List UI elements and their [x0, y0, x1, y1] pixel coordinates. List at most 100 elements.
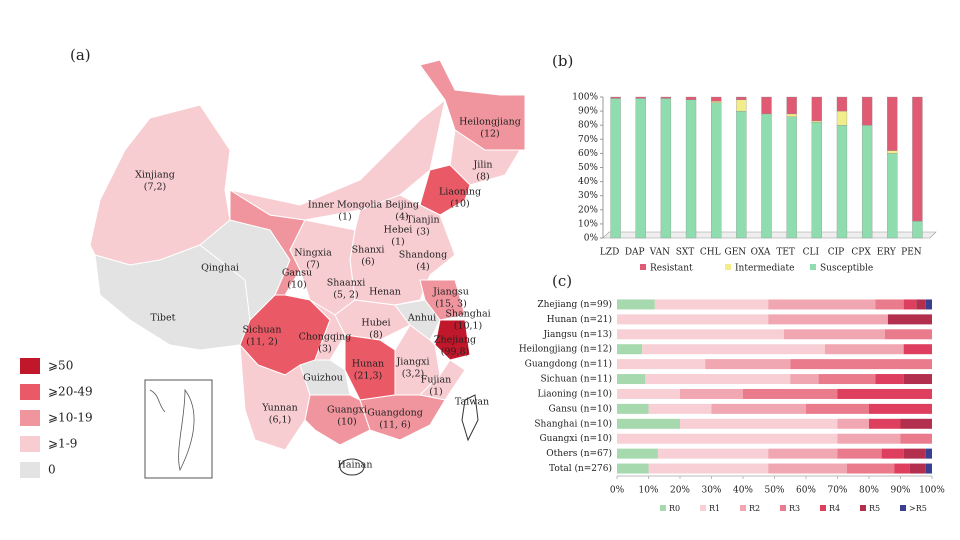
x-tick-label: SXT [676, 248, 695, 258]
province-name: Guizhou [303, 373, 343, 384]
y-tick-label: 70% [578, 135, 598, 145]
bar-segment [846, 463, 895, 474]
province-name: Shanxi [352, 245, 385, 256]
province-name: Jilin [472, 160, 492, 171]
bar-segment [743, 388, 838, 399]
y-tick-label: 20% [578, 205, 598, 215]
province-name: Shanghai [445, 309, 490, 320]
province-name: Hubei [361, 318, 390, 329]
y-tick-label: 30% [578, 191, 598, 201]
legend-label: ⩾10-19 [48, 411, 93, 425]
y-tick-label: Gansu (n=10) [549, 403, 612, 414]
y-tick-label: Total (n=276) [549, 463, 612, 474]
bar-segment [617, 388, 680, 399]
legend-label: R0 [669, 504, 680, 513]
china-map [89, 59, 526, 479]
x-tick-label: 80% [859, 486, 879, 496]
x-tick-label: GEN [725, 248, 747, 258]
province-count: (8) [369, 330, 382, 341]
legend-swatch [740, 505, 746, 511]
x-tick-label: ERY [877, 248, 897, 258]
legend-swatch [20, 410, 40, 426]
legend-swatch [20, 358, 40, 374]
bar-segment [660, 96, 672, 99]
bar-segment [900, 418, 932, 429]
province-count: (10) [337, 417, 357, 428]
province-name: Heilongjiang [459, 117, 521, 128]
bar-segment [768, 299, 876, 310]
bar-segment [617, 359, 706, 370]
bar-segment [768, 448, 838, 459]
province-name: Inner Mongolia [308, 200, 383, 211]
bar-segment [768, 463, 847, 474]
bar-segment [736, 99, 747, 112]
x-tick-label: 60% [796, 486, 816, 496]
bar-segment [660, 98, 672, 239]
legend-swatch [860, 505, 866, 511]
legend-swatch [660, 505, 666, 511]
bar-segment [811, 120, 822, 123]
legend-label: R1 [709, 504, 720, 513]
bar-segment [836, 125, 848, 239]
province-shape [394, 299, 441, 341]
province-count: (7) [306, 260, 319, 271]
bar-segment [680, 418, 838, 429]
province-count: (12) [480, 129, 500, 140]
province-shape [418, 359, 466, 401]
bar-segment [711, 96, 722, 102]
legend-label: 0 [48, 463, 56, 477]
y-tick-label: 50% [578, 163, 598, 173]
province-name: Jiangsu [432, 287, 469, 298]
bar-segment [657, 448, 769, 459]
bar-segment [610, 96, 621, 99]
bar-segment [887, 153, 898, 239]
province-name: Hainan [338, 460, 373, 471]
province-name: Qinghai [201, 263, 239, 274]
bar-segment [811, 122, 822, 239]
province-count: (6,1) [269, 415, 292, 426]
province-count: (4) [395, 212, 408, 223]
province-count: (4) [416, 262, 429, 273]
bar-segment [837, 433, 901, 444]
bar-segment [680, 388, 743, 399]
province-count: (5, 2) [333, 290, 359, 301]
legend-swatch [820, 505, 826, 511]
bar-segment [768, 314, 888, 325]
bar-segment [635, 98, 646, 239]
province-count: (15, 3) [435, 299, 467, 310]
y-tick-label: Others (n=67) [546, 448, 612, 459]
bar-segment [790, 374, 819, 385]
bar-segment [711, 403, 806, 414]
bar-segment [887, 150, 898, 154]
bar-segment [836, 110, 848, 126]
bar-segment [610, 98, 621, 239]
hainan-shape [339, 458, 365, 476]
province-name: Shandong [399, 250, 447, 261]
province-shape [434, 319, 471, 361]
legend-swatch [640, 264, 646, 270]
bar-segment [887, 96, 898, 151]
bar-segment [875, 299, 904, 310]
bar-segment [925, 448, 932, 459]
bar-segment [811, 96, 822, 122]
x-tick-label: 100% [919, 486, 945, 496]
bar-segment [617, 463, 649, 474]
bar-segment [654, 299, 769, 310]
province-shape [419, 59, 526, 151]
bar-segment [642, 344, 825, 355]
y-tick-label: 0% [584, 234, 599, 244]
x-tick-label: CHL [700, 248, 721, 258]
legend-swatch [900, 505, 906, 511]
bar-segment [925, 299, 932, 310]
bar-segment [645, 374, 791, 385]
bar-segment [786, 96, 797, 115]
x-tick-label: CLI [803, 248, 820, 258]
bar-segment [635, 96, 646, 99]
x-tick-label: 10% [638, 486, 658, 496]
legend-swatch [20, 436, 40, 452]
y-tick-label: Guangdong (n=11) [525, 359, 612, 370]
province-name: Taiwan [455, 397, 489, 408]
bar-segment [903, 299, 917, 310]
legend-label: Susceptible [820, 264, 873, 274]
